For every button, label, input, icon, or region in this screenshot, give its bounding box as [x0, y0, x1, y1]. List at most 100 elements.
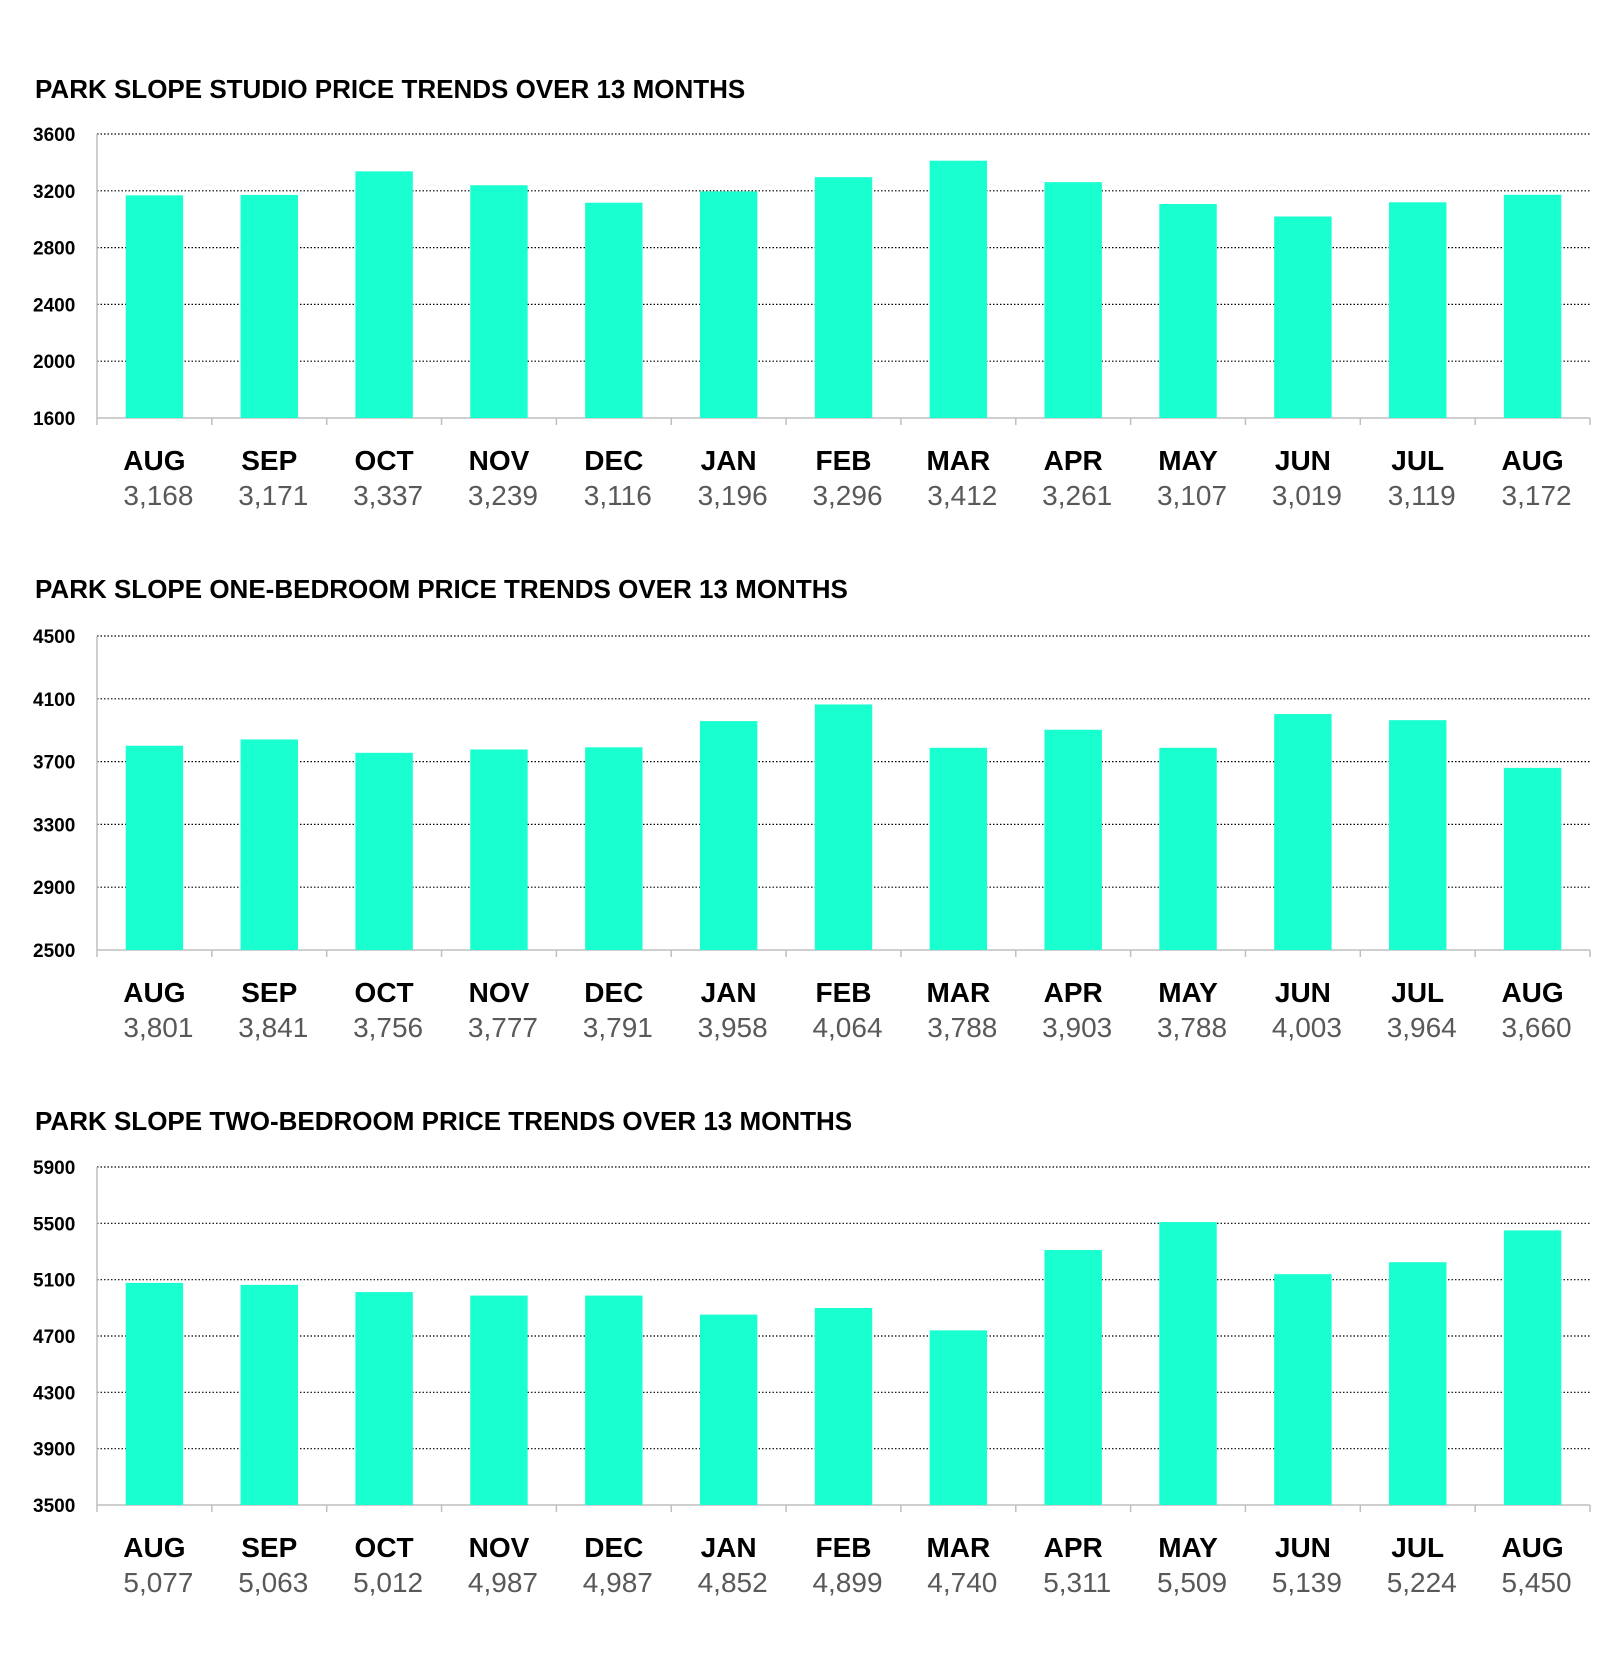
- y-tick-label: 2800: [33, 239, 75, 260]
- bar-12: [1389, 720, 1447, 950]
- y-tick-label: 3500: [33, 1496, 75, 1517]
- bar-5: [585, 1295, 643, 1505]
- data-value-label: 3,841: [238, 1012, 308, 1043]
- x-category-label: AUG: [1501, 445, 1563, 476]
- bar-10: [1159, 1222, 1217, 1505]
- data-value-label: 5,077: [123, 1567, 193, 1598]
- bar-3: [355, 1292, 413, 1505]
- data-value-label: 3,171: [238, 480, 308, 511]
- x-category-label: APR: [1044, 445, 1103, 476]
- bar-11: [1274, 216, 1332, 418]
- bar-7: [814, 1307, 873, 1505]
- x-category-label: APR: [1044, 977, 1103, 1008]
- x-category-label: AUG: [123, 1532, 185, 1563]
- x-category-label: NOV: [469, 1532, 530, 1563]
- y-tick-label: 4700: [33, 1327, 75, 1348]
- bar-4: [470, 185, 528, 418]
- x-category-label: MAY: [1158, 1532, 1218, 1563]
- data-value-label: 5,224: [1387, 1567, 1457, 1598]
- data-value-label: 4,987: [583, 1567, 653, 1598]
- bar-1: [125, 745, 184, 950]
- x-category-label: SEP: [241, 445, 297, 476]
- x-category-label: AUG: [1501, 977, 1563, 1008]
- y-tick-label: 3700: [33, 753, 75, 774]
- bar-12: [1389, 202, 1447, 418]
- x-category-label: AUG: [123, 445, 185, 476]
- x-category-label: JUN: [1275, 445, 1331, 476]
- data-value-label: 3,296: [812, 480, 882, 511]
- data-value-label: 3,801: [123, 1012, 193, 1043]
- data-value-label: 5,139: [1272, 1567, 1342, 1598]
- data-value-label: 5,012: [353, 1567, 423, 1598]
- x-category-label: JUL: [1391, 445, 1444, 476]
- data-value-label: 5,450: [1502, 1567, 1572, 1598]
- data-value-label: 3,107: [1157, 480, 1227, 511]
- data-value-label: 5,311: [1043, 1567, 1111, 1598]
- data-value-label: 3,337: [353, 480, 423, 511]
- x-category-label: FEB: [816, 1532, 872, 1563]
- bar-13: [1503, 1230, 1562, 1505]
- bar-12: [1389, 1262, 1447, 1505]
- x-category-label: AUG: [123, 977, 185, 1008]
- x-category-label: MAY: [1158, 977, 1218, 1008]
- one-bedroom-bar-plot: 4500 4100 3700 3300 2900 2500 AUG 3,801 SEP 3,841…: [33, 627, 1591, 1043]
- bar-4: [470, 749, 528, 950]
- bar-3: [355, 171, 413, 418]
- x-category-label: JAN: [701, 445, 757, 476]
- x-category-label: OCT: [355, 445, 414, 476]
- x-category-label: MAR: [926, 1532, 990, 1563]
- x-category-label: SEP: [241, 1532, 297, 1563]
- data-value-label: 3,777: [468, 1012, 538, 1043]
- data-value-label: 3,660: [1502, 1012, 1572, 1043]
- x-category-label: JAN: [701, 977, 757, 1008]
- y-tick-label: 3300: [33, 815, 75, 836]
- chart-title: PARK SLOPE ONE-BEDROOM PRICE TRENDS OVER…: [35, 574, 848, 604]
- bar-9: [1044, 182, 1102, 418]
- x-category-label: APR: [1044, 1532, 1103, 1563]
- bar-9: [1044, 729, 1102, 950]
- data-value-label: 3,756: [353, 1012, 423, 1043]
- bar-5: [585, 202, 643, 418]
- studio-bar-plot: 3600 3200 2800 2400 2000 1600 AUG 3,168 SEP 3,171…: [33, 125, 1591, 511]
- x-category-label: OCT: [355, 1532, 414, 1563]
- chart-title: PARK SLOPE TWO-BEDROOM PRICE TRENDS OVER…: [35, 1106, 853, 1136]
- x-category-label: DEC: [584, 977, 643, 1008]
- bar-8: [929, 747, 988, 950]
- data-value-label: 3,239: [468, 480, 538, 511]
- y-tick-label: 1600: [33, 409, 75, 430]
- data-value-label: 4,987: [468, 1567, 538, 1598]
- data-value-label: 3,168: [123, 480, 193, 511]
- x-category-label: NOV: [469, 977, 530, 1008]
- data-value-label: 3,116: [584, 480, 652, 511]
- x-category-label: DEC: [584, 1532, 643, 1563]
- data-value-label: 3,964: [1387, 1012, 1457, 1043]
- data-value-label: 3,119: [1388, 480, 1456, 511]
- bar-5: [585, 747, 643, 950]
- bar-13: [1503, 767, 1562, 950]
- x-category-label: JUL: [1391, 977, 1444, 1008]
- bar-10: [1159, 747, 1217, 950]
- chart-title: PARK SLOPE STUDIO PRICE TRENDS OVER 13 M…: [35, 74, 746, 104]
- bar-13: [1503, 194, 1562, 418]
- data-value-label: 3,791: [583, 1012, 653, 1043]
- data-value-label: 3,903: [1042, 1012, 1112, 1043]
- data-value-label: 3,196: [698, 480, 768, 511]
- x-category-label: MAR: [926, 977, 990, 1008]
- y-tick-label: 5100: [33, 1271, 75, 1292]
- x-category-label: MAY: [1158, 445, 1218, 476]
- bar-9: [1044, 1249, 1102, 1505]
- bar-2: [240, 739, 298, 950]
- y-tick-label: 4100: [33, 690, 75, 711]
- data-value-label: 3,261: [1042, 480, 1112, 511]
- x-category-label: FEB: [816, 445, 872, 476]
- bar-11: [1274, 714, 1332, 950]
- x-category-label: SEP: [241, 977, 297, 1008]
- x-category-label: DEC: [584, 445, 643, 476]
- bar-1: [125, 195, 184, 418]
- y-tick-label: 4300: [33, 1383, 75, 1404]
- bar-11: [1274, 1274, 1332, 1505]
- y-tick-label: 3200: [33, 182, 75, 203]
- x-category-label: JAN: [701, 1532, 757, 1563]
- x-category-label: JUN: [1275, 1532, 1331, 1563]
- x-category-label: JUN: [1275, 977, 1331, 1008]
